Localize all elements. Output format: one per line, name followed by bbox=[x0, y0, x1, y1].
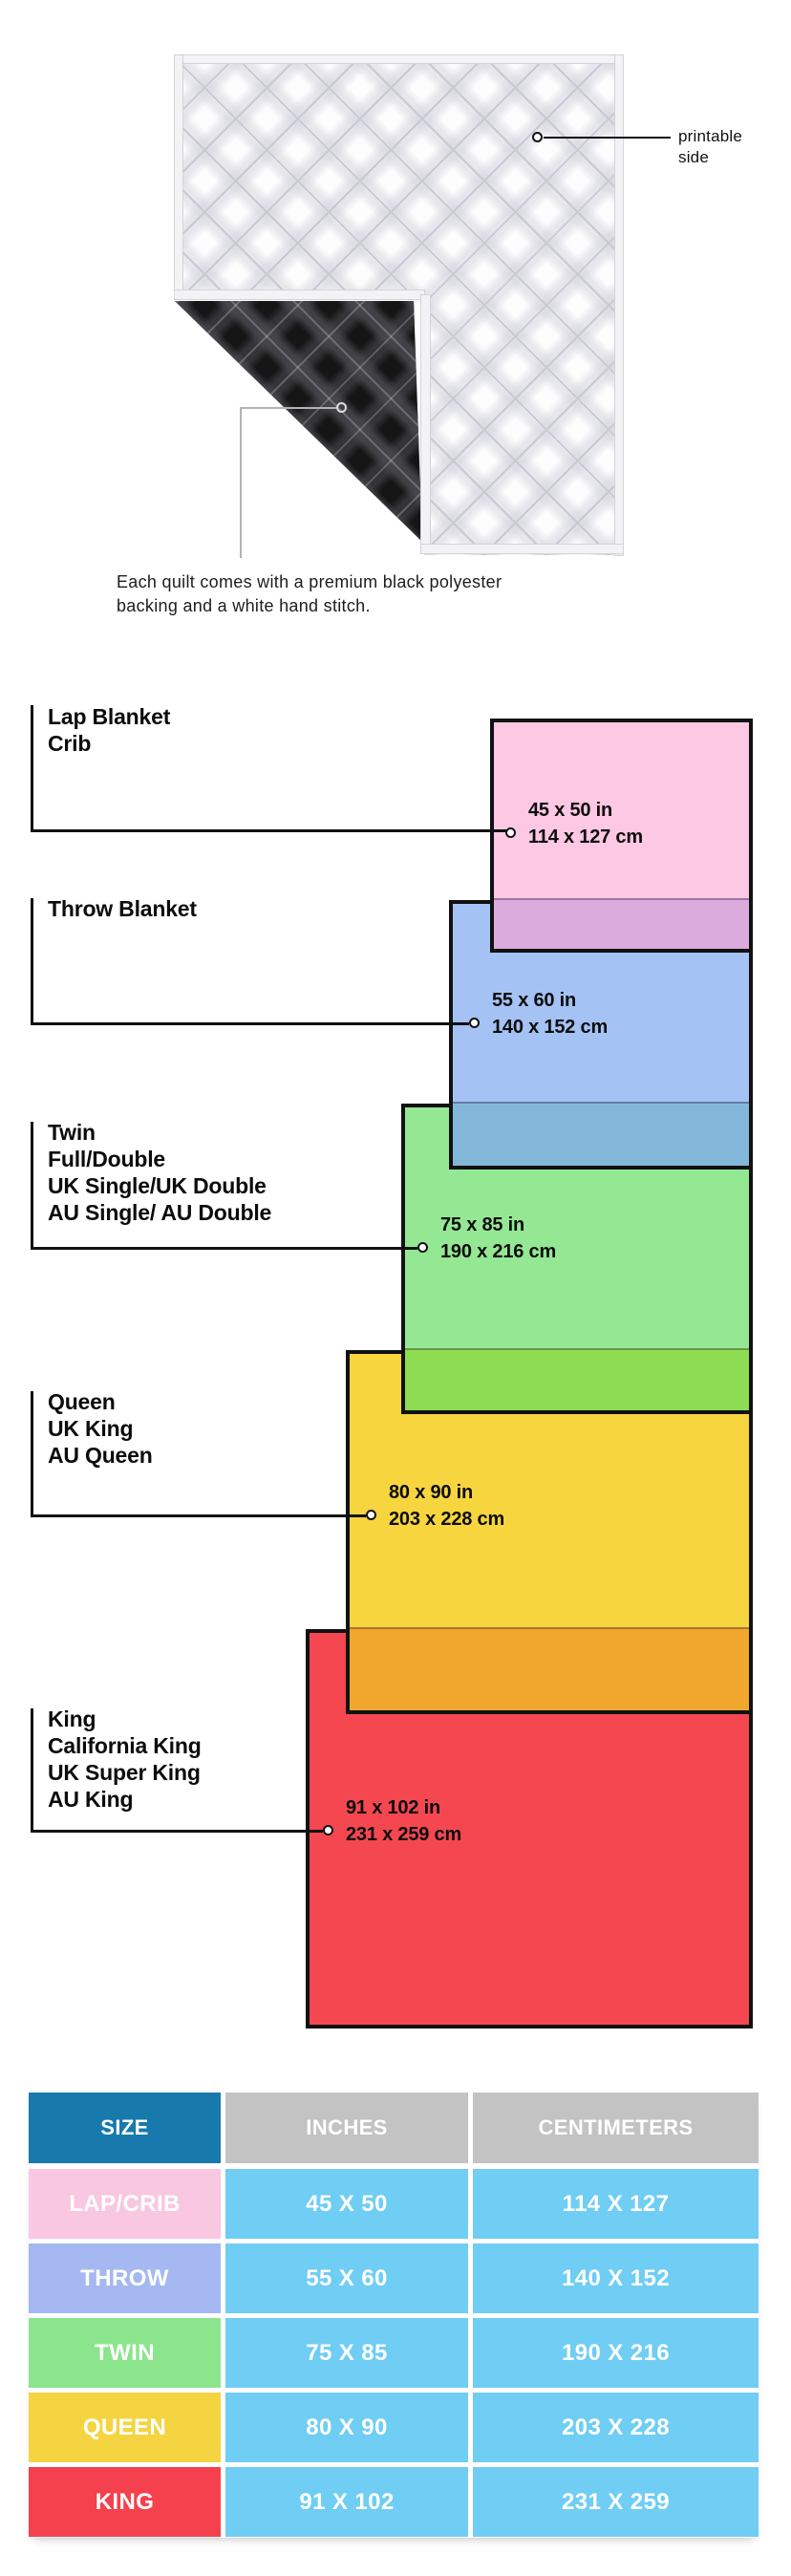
row-label-throw: THROW bbox=[29, 2243, 221, 2313]
label-twin: Twin Full/Double UK Single/UK Double AU … bbox=[48, 1120, 272, 1225]
note-king: 91 x 102 in 231 x 259 cm bbox=[346, 1797, 462, 1845]
overlap-twin-over-queen bbox=[405, 1348, 749, 1410]
row-inches-throw: 55 X 60 bbox=[225, 2243, 468, 2313]
backing-leader-vertical bbox=[240, 407, 242, 558]
table-row-throw: THROW 55 X 60 140 X 152 bbox=[29, 2243, 759, 2313]
marker-throw bbox=[469, 1018, 480, 1028]
note-lap-crib: 45 x 50 in 114 x 127 cm bbox=[528, 800, 643, 848]
backing-leader-horizontal bbox=[241, 407, 336, 409]
overlap-lap-over-throw bbox=[494, 898, 749, 949]
quilt-binding-left bbox=[175, 55, 182, 298]
row-inches-queen: 80 X 90 bbox=[225, 2393, 468, 2462]
printable-side-leader-line bbox=[544, 137, 671, 139]
row-label-lap-crib: LAP/CRIB bbox=[29, 2169, 221, 2239]
leader-lap-horizontal bbox=[31, 829, 506, 832]
row-inches-king: 91 X 102 bbox=[225, 2467, 468, 2537]
row-label-twin: TWIN bbox=[29, 2318, 221, 2388]
leader-king-horizontal bbox=[31, 1830, 323, 1833]
leader-throw-vertical bbox=[31, 898, 33, 1023]
quilt-binding-bottom bbox=[421, 545, 623, 553]
leader-throw-horizontal bbox=[31, 1022, 469, 1025]
backing-marker bbox=[336, 402, 347, 413]
marker-lap bbox=[505, 827, 516, 838]
quilt-caption: Each quilt comes with a premium black po… bbox=[117, 572, 502, 615]
leader-king-vertical bbox=[31, 1708, 33, 1831]
quilt-binding-fold bbox=[175, 290, 424, 299]
row-inches-lap-crib: 45 X 50 bbox=[225, 2169, 468, 2239]
quilt-binding-inner bbox=[421, 295, 430, 549]
row-inches-twin: 75 X 85 bbox=[225, 2318, 468, 2388]
header-centimeters: CENTIMETERS bbox=[473, 2093, 759, 2163]
header-size: SIZE bbox=[29, 2093, 221, 2163]
label-king: King California King UK Super King AU Ki… bbox=[48, 1707, 202, 1812]
marker-king bbox=[323, 1825, 333, 1835]
quilt-binding-right bbox=[615, 55, 623, 555]
quilt-binding-top bbox=[175, 55, 623, 63]
leader-queen-horizontal bbox=[31, 1514, 366, 1517]
table-row-twin: TWIN 75 X 85 190 X 216 bbox=[29, 2318, 759, 2388]
row-cm-twin: 190 X 216 bbox=[473, 2318, 759, 2388]
note-throw: 55 x 60 in 140 x 152 cm bbox=[492, 990, 609, 1038]
note-queen: 80 x 90 in 203 x 228 cm bbox=[389, 1482, 505, 1530]
printable-side-label: printable side bbox=[678, 127, 743, 166]
marker-twin bbox=[417, 1242, 428, 1253]
table-header-row: SIZE INCHES CENTIMETERS bbox=[29, 2093, 759, 2163]
table-row-king: KING 91 X 102 231 X 259 bbox=[29, 2467, 759, 2537]
overlap-queen-over-king bbox=[350, 1627, 749, 1710]
note-twin: 75 x 85 in 190 x 216 cm bbox=[440, 1214, 557, 1262]
size-rect-lap-crib bbox=[490, 719, 753, 953]
label-throw: Throw Blanket bbox=[48, 896, 197, 921]
row-cm-lap-crib: 114 X 127 bbox=[473, 2169, 759, 2239]
printable-side-marker bbox=[532, 132, 543, 142]
leader-twin-horizontal bbox=[31, 1247, 417, 1250]
leader-queen-vertical bbox=[31, 1391, 33, 1515]
label-lap-crib: Lap Blanket Crib bbox=[48, 704, 171, 756]
leader-lap-vertical bbox=[31, 705, 33, 830]
marker-queen bbox=[366, 1510, 376, 1520]
row-cm-king: 231 X 259 bbox=[473, 2467, 759, 2537]
row-label-king: KING bbox=[29, 2467, 221, 2537]
label-queen: Queen UK King AU Queen bbox=[48, 1389, 153, 1468]
row-cm-queen: 203 X 228 bbox=[473, 2393, 759, 2462]
table-row-queen: QUEEN 80 X 90 203 X 228 bbox=[29, 2393, 759, 2462]
leader-twin-vertical bbox=[31, 1122, 33, 1248]
quilt-illustration bbox=[175, 55, 623, 555]
header-inches: INCHES bbox=[225, 2093, 468, 2163]
table-row-lap-crib: LAP/CRIB 45 X 50 114 X 127 bbox=[29, 2169, 759, 2239]
overlap-throw-over-twin bbox=[453, 1102, 749, 1166]
row-cm-throw: 140 X 152 bbox=[473, 2243, 759, 2313]
size-table: SIZE INCHES CENTIMETERS LAP/CRIB 45 X 50… bbox=[29, 2093, 759, 2538]
row-label-queen: QUEEN bbox=[29, 2393, 221, 2462]
